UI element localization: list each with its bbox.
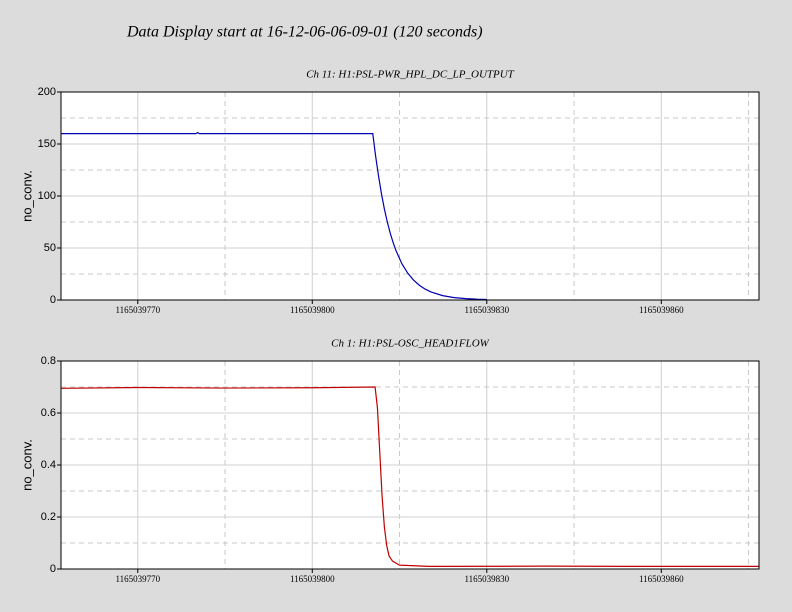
y-tick-label: 50 (44, 242, 56, 254)
y-tick-label: 0 (50, 294, 56, 306)
y-tick-label: 0.4 (41, 459, 56, 471)
y-tick-label: 0.6 (41, 407, 56, 419)
x-tick-label: 1165039860 (639, 574, 684, 584)
plot-frame (60, 91, 760, 301)
y-tick-label: 100 (38, 190, 56, 202)
x-tick-label: 1165039800 (290, 305, 335, 315)
plot-frame (60, 360, 760, 570)
data-line (61, 131, 487, 301)
y-tick-label: 0 (50, 563, 56, 575)
y-tick-label: 150 (38, 138, 56, 150)
chart-title: Ch 11: H1:PSL-PWR_HPL_DC_LP_OUTPUT (306, 69, 514, 81)
x-tick-label: 1165039830 (464, 305, 509, 315)
y-axis-label: no_conv. (19, 170, 34, 222)
x-tick-label: 1165039770 (115, 305, 160, 315)
page-title: Data Display start at 16-12-06-06-09-01 … (126, 24, 483, 41)
y-tick-label: 0.2 (41, 511, 56, 523)
data-line (60, 386, 759, 568)
chart-title: Ch 1: H1:PSL-OSC_HEAD1FLOW (331, 338, 489, 350)
y-tick-label: 200 (38, 86, 56, 98)
y-axis-label: no_conv. (19, 439, 34, 491)
x-tick-label: 1165039830 (464, 574, 509, 584)
y-tick-label: 0.8 (41, 355, 56, 367)
x-tick-label: 1165039800 (290, 574, 335, 584)
x-tick-label: 1165039770 (115, 574, 160, 584)
x-tick-label: 1165039860 (639, 305, 684, 315)
